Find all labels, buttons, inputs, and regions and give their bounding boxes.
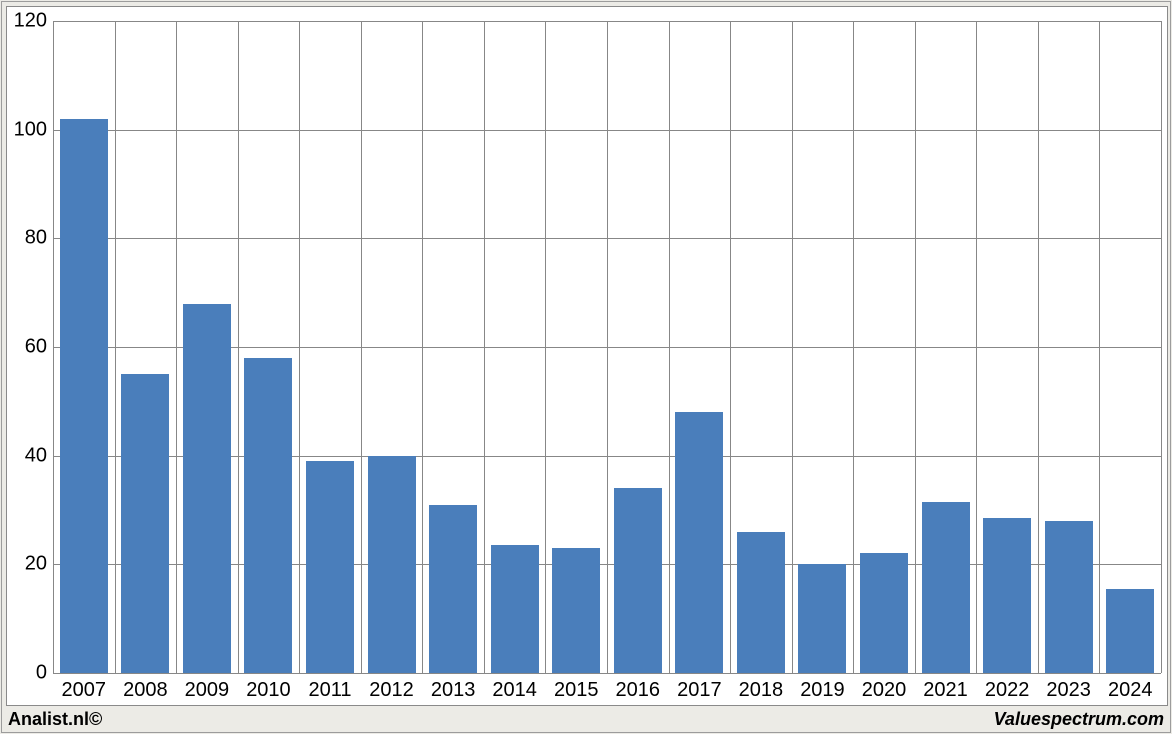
gridline-vertical bbox=[669, 21, 670, 673]
bar bbox=[121, 374, 169, 673]
gridline-vertical bbox=[53, 21, 54, 673]
gridline-vertical bbox=[1038, 21, 1039, 673]
footer-left: Analist.nl© bbox=[8, 709, 102, 730]
x-tick-label: 2024 bbox=[1108, 673, 1153, 702]
bar bbox=[675, 412, 723, 673]
plot-area: 0204060801001202007200820092010201120122… bbox=[53, 21, 1161, 673]
x-tick-label: 2008 bbox=[123, 673, 168, 702]
x-tick-label: 2023 bbox=[1046, 673, 1091, 702]
bar bbox=[60, 119, 108, 673]
gridline-vertical bbox=[792, 21, 793, 673]
y-tick-label: 60 bbox=[25, 336, 53, 359]
bar bbox=[860, 553, 908, 673]
gridline-vertical bbox=[545, 21, 546, 673]
x-tick-label: 2012 bbox=[369, 673, 414, 702]
y-tick-label: 40 bbox=[25, 444, 53, 467]
x-tick-label: 2019 bbox=[800, 673, 845, 702]
bar bbox=[429, 505, 477, 673]
x-tick-label: 2016 bbox=[616, 673, 661, 702]
x-tick-label: 2017 bbox=[677, 673, 722, 702]
bar bbox=[737, 532, 785, 673]
x-tick-label: 2020 bbox=[862, 673, 907, 702]
x-tick-label: 2022 bbox=[985, 673, 1030, 702]
x-tick-label: 2021 bbox=[923, 673, 968, 702]
gridline-vertical bbox=[115, 21, 116, 673]
gridline-vertical bbox=[1099, 21, 1100, 673]
x-tick-label: 2007 bbox=[62, 673, 107, 702]
gridline-vertical bbox=[853, 21, 854, 673]
x-tick-label: 2011 bbox=[308, 673, 351, 702]
bar bbox=[306, 461, 354, 673]
chart-outer: 0 20 40 60 80 100 120 2007 2008 2009 2010 2011 2012 2… bbox=[1, 1, 1171, 733]
bar bbox=[244, 358, 292, 673]
x-tick-label: 2015 bbox=[554, 673, 599, 702]
bar bbox=[983, 518, 1031, 673]
x-tick-label: 2014 bbox=[492, 673, 537, 702]
y-tick-label: 120 bbox=[14, 10, 53, 33]
gridline-vertical bbox=[607, 21, 608, 673]
x-tick-label: 2013 bbox=[431, 673, 476, 702]
bar bbox=[368, 456, 416, 673]
gridline-vertical bbox=[422, 21, 423, 673]
y-tick-label: 20 bbox=[25, 553, 53, 576]
footer-right: Valuespectrum.com bbox=[994, 709, 1164, 730]
y-tick-label: 0 bbox=[36, 662, 53, 685]
chart-frame: 0 20 40 60 80 100 120 2007 2008 2009 2010 2011 2012 2… bbox=[6, 6, 1168, 706]
y-tick-label: 80 bbox=[25, 227, 53, 250]
gridline-vertical bbox=[238, 21, 239, 673]
gridline-vertical bbox=[299, 21, 300, 673]
gridline-vertical bbox=[361, 21, 362, 673]
y-tick-label: 100 bbox=[14, 118, 53, 141]
gridline-vertical bbox=[484, 21, 485, 673]
bar bbox=[183, 304, 231, 673]
bar bbox=[552, 548, 600, 673]
x-tick-label: 2018 bbox=[739, 673, 784, 702]
x-tick-label: 2010 bbox=[246, 673, 291, 702]
gridline-vertical bbox=[976, 21, 977, 673]
bar bbox=[491, 545, 539, 673]
bar bbox=[1106, 589, 1154, 673]
gridline-vertical bbox=[1161, 21, 1162, 673]
bar bbox=[798, 564, 846, 673]
bar bbox=[1045, 521, 1093, 673]
gridline-vertical bbox=[730, 21, 731, 673]
gridline-vertical bbox=[176, 21, 177, 673]
gridline-vertical bbox=[915, 21, 916, 673]
bar bbox=[922, 502, 970, 673]
bar bbox=[614, 488, 662, 673]
x-tick-label: 2009 bbox=[185, 673, 230, 702]
